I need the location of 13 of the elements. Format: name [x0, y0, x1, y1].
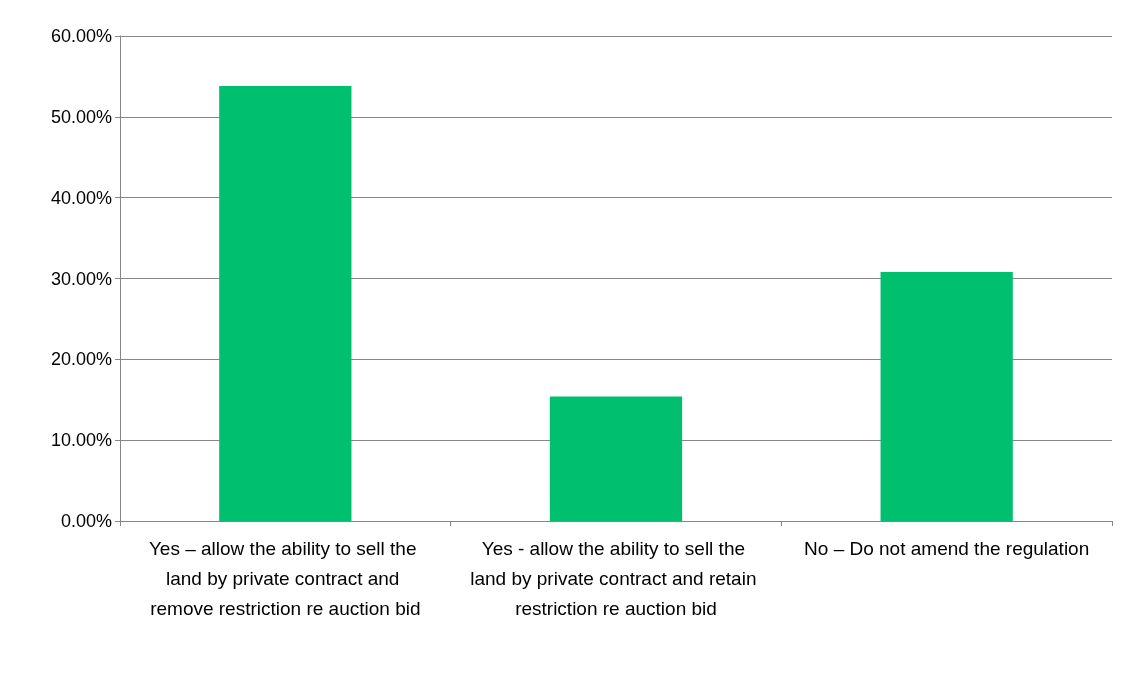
- y-tick-label: 30.00%: [50, 268, 112, 289]
- y-tick-label: 0.00%: [60, 511, 112, 531]
- y-tick-label: 50.00%: [50, 106, 112, 127]
- x-tick-label: No – Do not amend the regulation: [804, 537, 1090, 559]
- bar: [549, 396, 683, 521]
- y-tick-label: 10.00%: [50, 430, 112, 451]
- y-tick-label: 60.00%: [50, 26, 112, 46]
- y-tick-label: 20.00%: [50, 349, 112, 370]
- x-tick-label: Yes – allow the ability to sell the land by private contract and remove restriction re auction bid: [148, 537, 422, 619]
- x-tick-label: Yes - allow the ability to sell the land by private contract and retain restriction re auction bid: [470, 537, 762, 619]
- bar: [219, 86, 352, 521]
- y-tick-label: 40.00%: [50, 187, 112, 208]
- bar: [880, 272, 1013, 521]
